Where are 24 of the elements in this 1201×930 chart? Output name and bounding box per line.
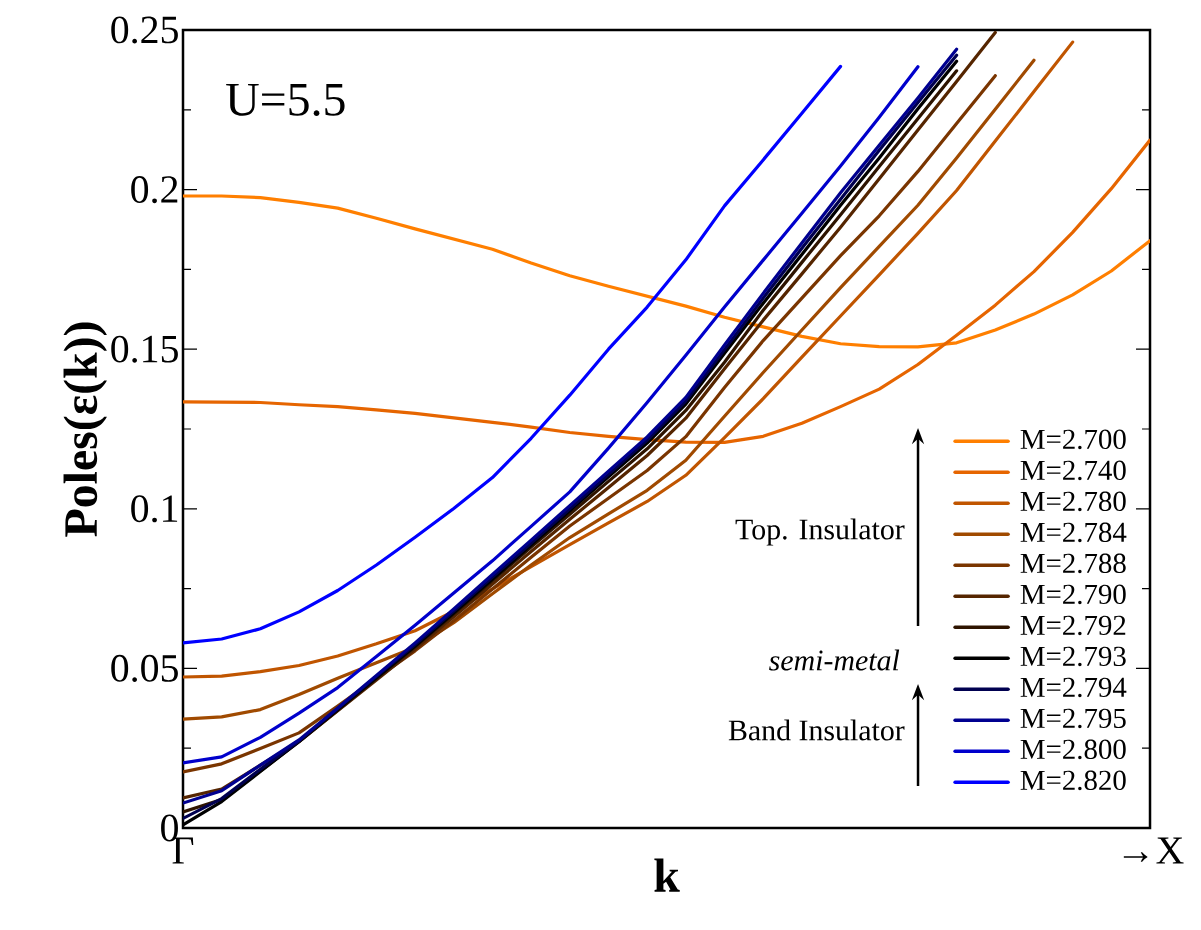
legend-label: M=2.790: [1020, 584, 1126, 605]
legend-label: M=2.780: [1020, 491, 1126, 512]
legend-label: M=2.700: [1020, 429, 1126, 450]
annotation: Band Insulator: [728, 719, 905, 741]
legend-label: M=2.800: [1020, 739, 1126, 760]
annotation: Top. Insulator: [735, 518, 905, 546]
y-tick-label: 0.15: [111, 335, 178, 363]
annotation: U=5.5: [226, 83, 345, 116]
legend-label: M=2.792: [1020, 615, 1126, 636]
y-tick-label: 0.25: [111, 16, 178, 44]
legend-label: M=2.795: [1020, 708, 1126, 729]
legend-label: M=2.820: [1020, 770, 1126, 791]
x-axis-title: k: [654, 858, 680, 892]
y-tick-label: 0.1: [131, 495, 178, 523]
x-tick-label: →X: [1123, 837, 1184, 864]
legend-label: M=2.793: [1020, 646, 1126, 667]
y-tick-label: 0.05: [111, 654, 178, 682]
legend-label: M=2.784: [1020, 522, 1127, 543]
legend-label: M=2.788: [1020, 553, 1126, 574]
annotation: semi-metal: [769, 649, 900, 671]
legend-label: M=2.740: [1020, 460, 1126, 481]
legend-label: M=2.794: [1020, 677, 1127, 698]
y-axis-title: Poles(ε(k)): [63, 322, 107, 537]
y-tick-label: 0.2: [131, 176, 178, 204]
